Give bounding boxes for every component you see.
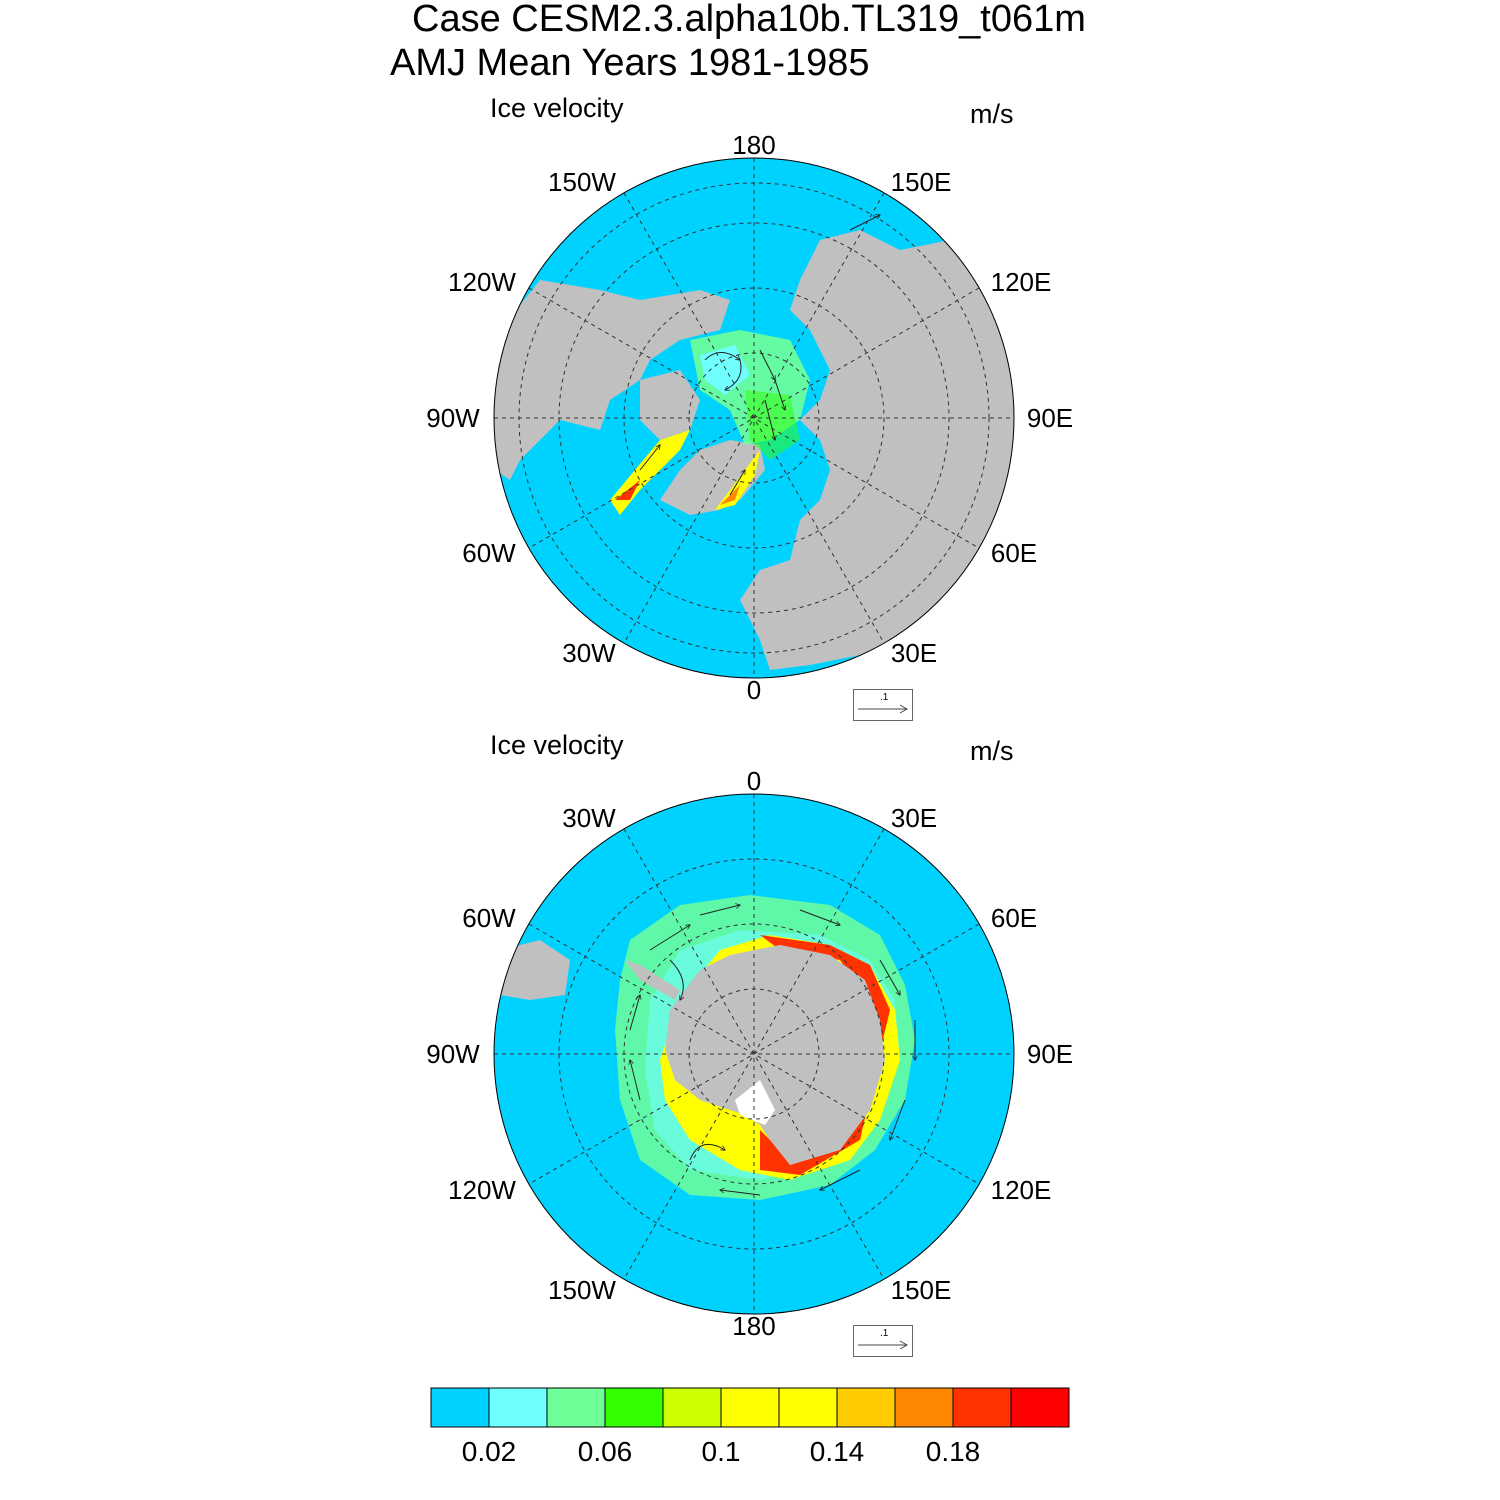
south-panel-title: Ice velocity <box>490 730 624 760</box>
colorbar-label: 0.18 <box>925 1436 981 1467</box>
north-lon-label: 150E <box>890 167 952 197</box>
colorbar-swatch <box>604 1387 664 1428</box>
south-reference-value: .1 <box>880 1328 889 1339</box>
north-reference-arrow <box>858 704 909 714</box>
south-panel-units: m/s <box>970 736 1014 766</box>
north-graticule <box>494 158 1014 678</box>
south-lon-label: 150W <box>548 1275 616 1305</box>
north-land-archipelago <box>640 370 700 440</box>
north-lon-label: 60E <box>990 538 1038 568</box>
north-lon-label: 30W <box>562 638 616 668</box>
south-lon-label: 120W <box>448 1175 516 1205</box>
south-lon-label: 90E <box>1026 1039 1074 1069</box>
south-lon-label: 180 <box>732 1311 776 1341</box>
south-land-samerica <box>500 940 570 1000</box>
north-reference-value: .1 <box>880 692 889 703</box>
north-land-namerica <box>494 280 730 480</box>
south-polar-map <box>494 794 1014 1314</box>
figure-title: Case CESM2.3.alpha10b.TL319_t061m <box>412 0 1086 40</box>
colorbar-label: 0.02 <box>461 1436 517 1467</box>
colorbar-swatch <box>952 1387 1012 1428</box>
colorbar-swatch <box>1010 1387 1070 1428</box>
colorbar-label: 0.06 <box>577 1436 633 1467</box>
north-ice-vectors <box>639 215 880 496</box>
colorbar-swatch <box>720 1387 780 1428</box>
figure-subtitle: AMJ Mean Years 1981-1985 <box>390 42 870 84</box>
colorbar-swatch <box>546 1387 606 1428</box>
north-ice-baffin-core <box>615 480 640 500</box>
colorbar-label: 0.1 <box>701 1436 741 1467</box>
south-ice-vectors <box>630 905 915 1196</box>
colorbar-swatch <box>662 1387 722 1428</box>
north-ice-fram <box>715 450 760 510</box>
south-lon-label: 60E <box>990 903 1038 933</box>
south-missing-ross <box>735 1080 775 1125</box>
colorbar-swatch <box>488 1387 548 1428</box>
north-panel-title: Ice velocity <box>490 93 624 123</box>
south-land-peninsula <box>625 960 680 1000</box>
north-lon-label: 150W <box>548 167 616 197</box>
south-lon-label: 150E <box>890 1275 952 1305</box>
north-polar-map <box>494 158 1014 678</box>
south-lon-label: 30W <box>562 803 616 833</box>
colorbar-swatch <box>778 1387 838 1428</box>
south-map-border <box>493 793 1015 1315</box>
colorbar-label: 0.14 <box>809 1436 865 1467</box>
north-panel-units: m/s <box>970 99 1014 129</box>
north-lon-label: 180 <box>732 130 776 160</box>
north-lon-label: 60W <box>462 538 516 568</box>
south-lon-label: 0 <box>746 766 762 796</box>
south-lon-label: 30E <box>890 803 938 833</box>
north-lon-label: 90E <box>1026 403 1074 433</box>
colorbar-swatch <box>836 1387 896 1428</box>
south-reference-vector: .1 <box>853 1325 913 1357</box>
south-graticule <box>494 794 1014 1314</box>
colorbar <box>430 1387 1070 1428</box>
north-reference-vector: .1 <box>853 689 913 721</box>
colorbar-swatch <box>894 1387 954 1428</box>
north-land-eurasia <box>740 230 1014 670</box>
south-land-antarctica <box>665 945 885 1165</box>
north-map-border <box>493 157 1015 679</box>
north-lon-label: 0 <box>746 675 762 705</box>
south-lon-label: 90W <box>426 1039 480 1069</box>
north-lon-label: 120W <box>448 267 516 297</box>
south-lon-label: 60W <box>462 903 516 933</box>
south-reference-arrow <box>858 1340 909 1350</box>
north-lon-label: 90W <box>426 403 480 433</box>
colorbar-swatch <box>430 1387 490 1428</box>
north-lon-label: 30E <box>890 638 938 668</box>
south-lon-label: 120E <box>990 1175 1052 1205</box>
north-lon-label: 120E <box>990 267 1052 297</box>
